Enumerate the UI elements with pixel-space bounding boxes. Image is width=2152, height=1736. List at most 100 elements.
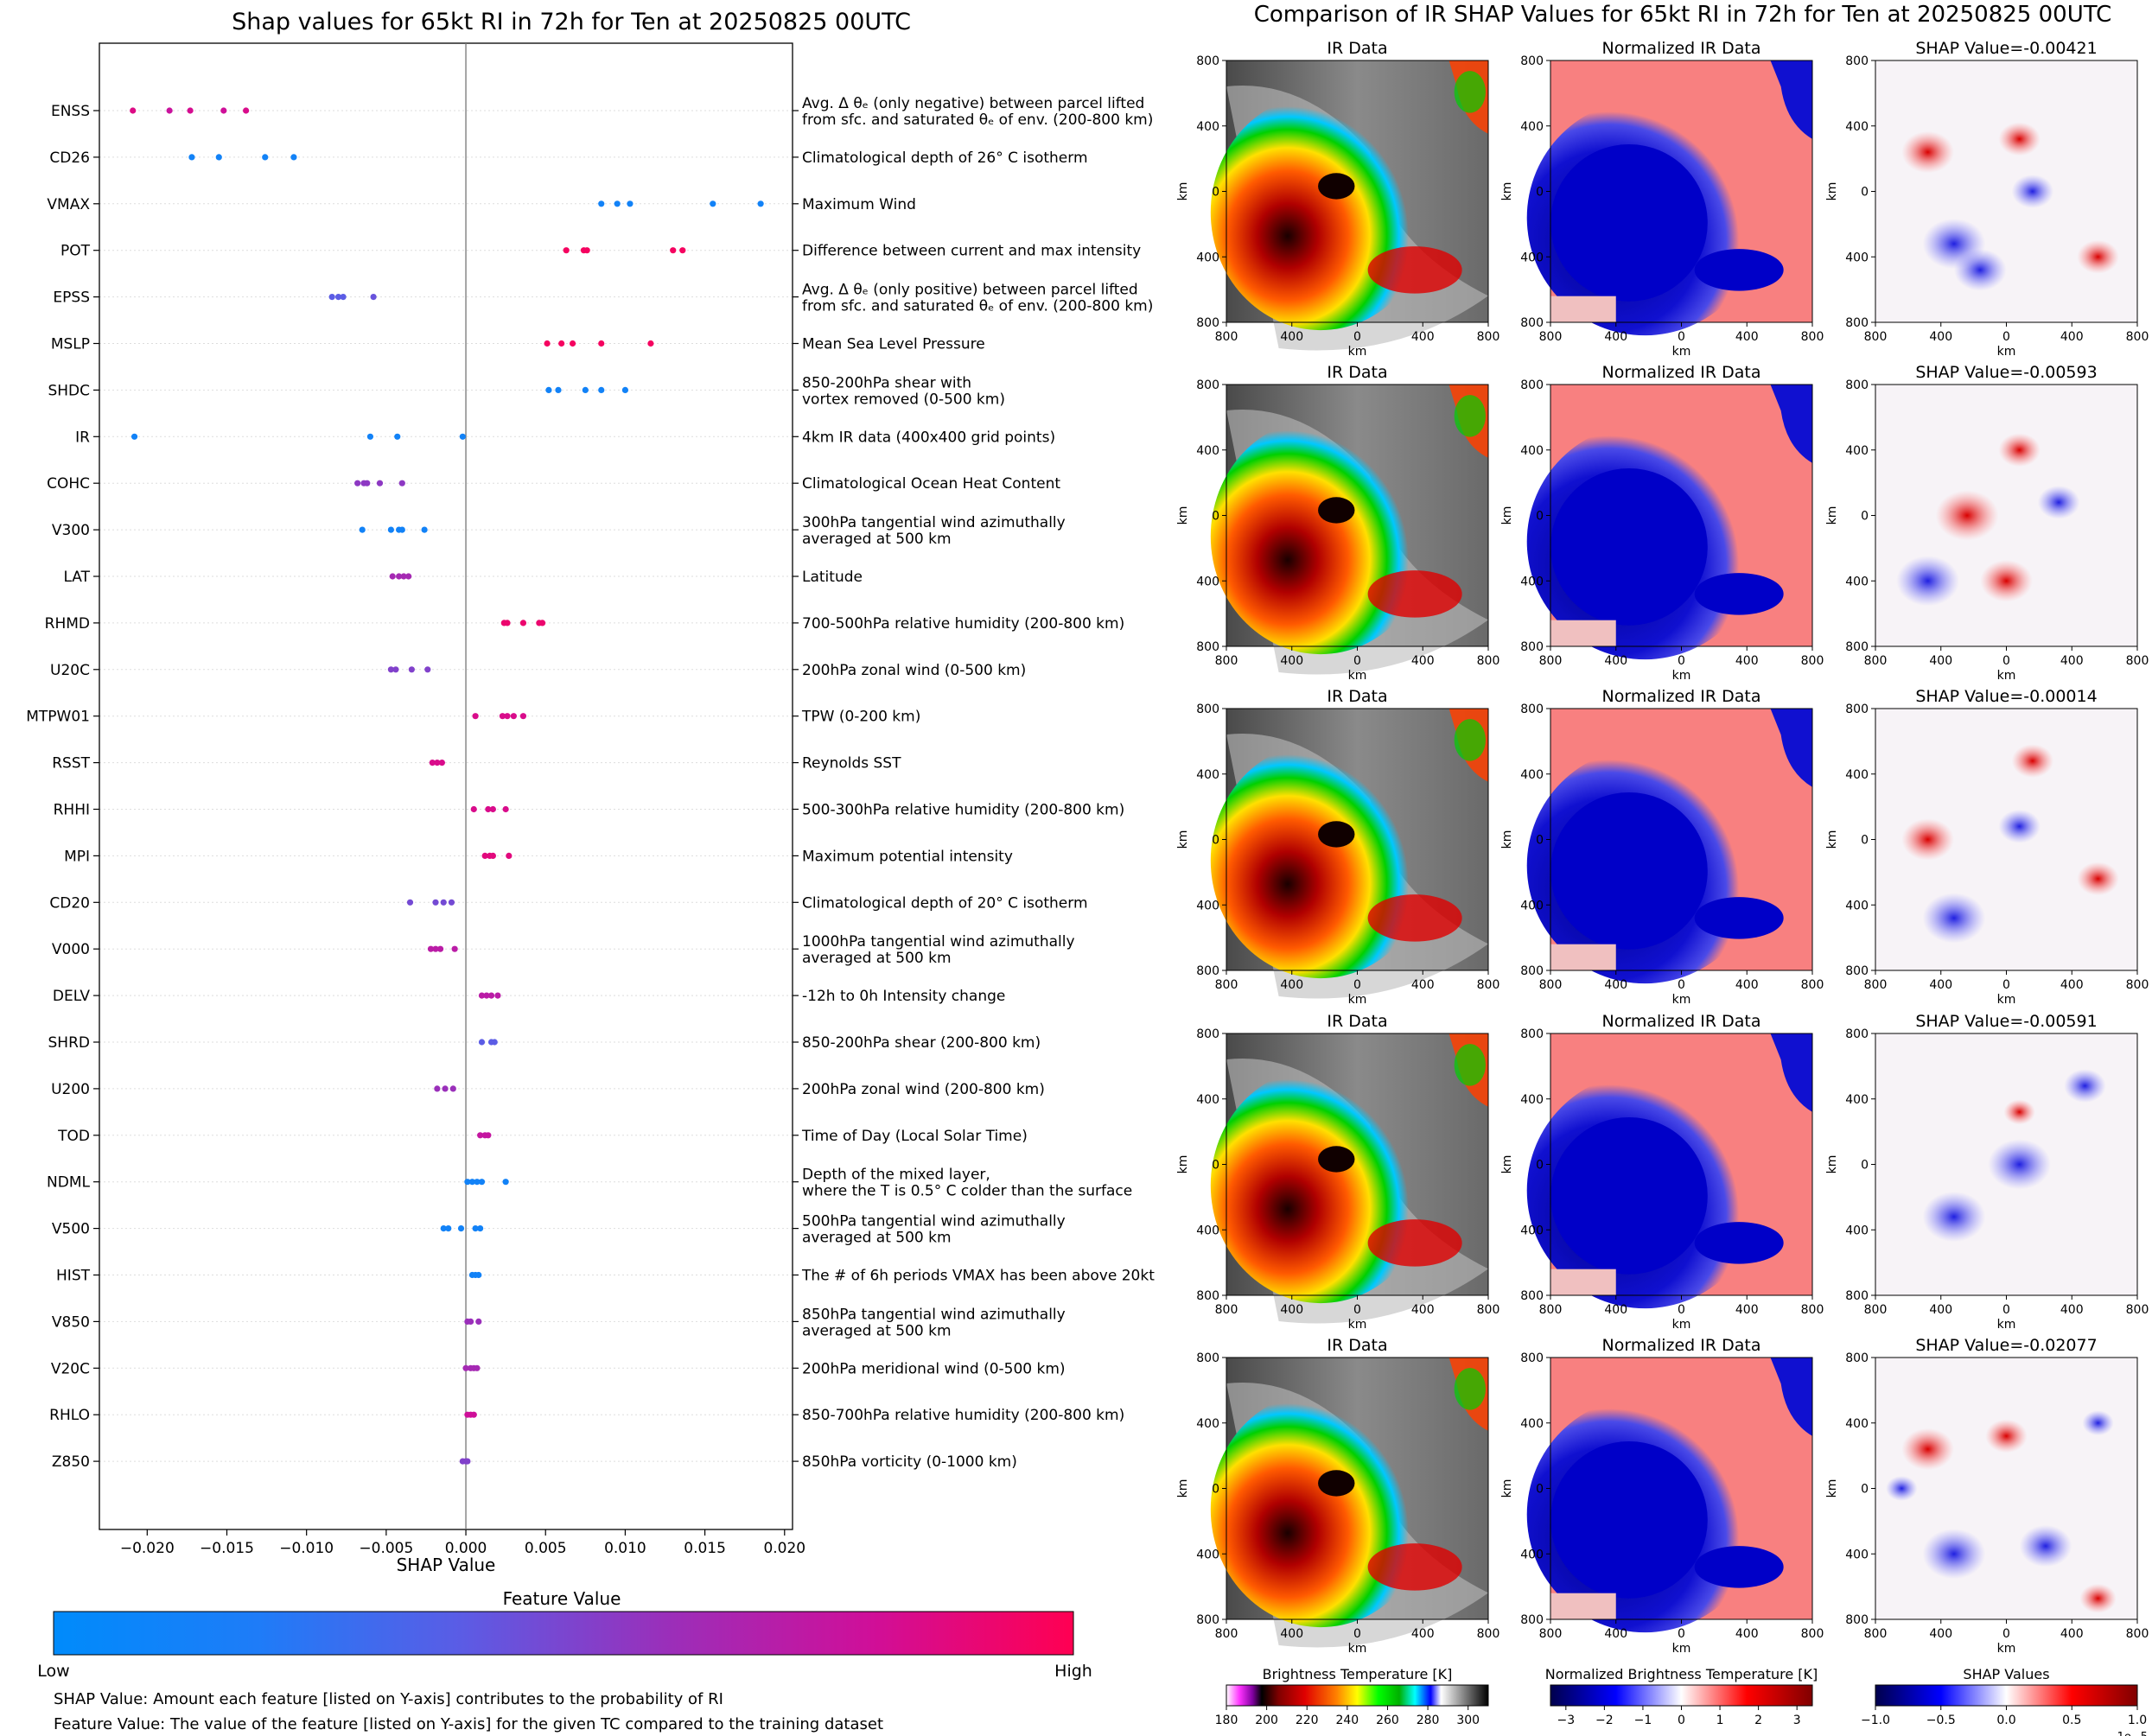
panel-x-tick-label: 800 <box>1539 1303 1563 1317</box>
panel-x-tick-label: 0 <box>1678 330 1685 344</box>
shap-positive-region <box>1901 130 1954 174</box>
shap-chart-title: Shap values for 65kt RI in 72h for Ten a… <box>232 9 911 35</box>
panel-y-axis-label: km <box>1825 1155 1839 1174</box>
shap-point-mtpw01 <box>499 713 506 720</box>
colorbar-title: Feature Value <box>503 1588 621 1609</box>
shap-point-delv <box>494 992 501 999</box>
panel-y-tick-label: 400 <box>1845 575 1869 588</box>
feature-desc-mtpw01: TPW (0-200 km) <box>801 709 920 726</box>
shap-point-u20c <box>424 666 431 673</box>
ir-band <box>1367 894 1462 942</box>
panel-x-tick-label: 0 <box>2002 654 2010 668</box>
colorbar-tick-label: 2 <box>1754 1714 1762 1727</box>
panel-x-axis-label: km <box>1997 1318 2016 1332</box>
shap-point-rhhi <box>470 805 477 813</box>
ir-storm-core <box>1210 418 1431 655</box>
x-tick-label: −0.005 <box>359 1540 413 1557</box>
feature-value-colorbar <box>53 1611 1074 1656</box>
shap-point-shdc <box>545 386 552 393</box>
shap-point-pot <box>583 247 590 254</box>
feature-desc-rsst: Reynolds SST <box>802 755 901 773</box>
panel-y-axis-label: km <box>1825 506 1839 525</box>
colorbar-2 <box>1550 1684 1813 1707</box>
ir-panel-r3-c2: Normalized IR Data8008004004000040040080… <box>1500 687 1824 1007</box>
shap-point-rhhi <box>502 805 509 813</box>
ir-storm-core <box>1210 94 1431 331</box>
panel-title-shap: SHAP Value=-0.00593 <box>1915 363 2097 382</box>
shap-point-cd20 <box>440 899 447 906</box>
panel-y-tick-label: 800 <box>1196 1613 1219 1627</box>
feature-desc-v850: averaged at 500 km <box>802 1322 952 1339</box>
panel-y-tick-label: 800 <box>1196 1351 1219 1365</box>
panel-y-axis-label: km <box>1500 506 1514 525</box>
colorbar-tick-label: 200 <box>1255 1714 1278 1727</box>
panel-x-tick-label: 0 <box>2002 1627 2010 1641</box>
shap-background <box>1875 1358 2137 1619</box>
norm-sw-warm <box>1550 620 1616 646</box>
panel-x-tick-label: 800 <box>1477 1303 1500 1317</box>
panel-y-axis-label: km <box>1825 1479 1839 1498</box>
ir-panel-r4-c2: Normalized IR Data8008004004000040040080… <box>1500 1012 1824 1332</box>
shap-point-cd26 <box>215 154 222 161</box>
shap-point-cohc <box>376 480 384 486</box>
colorbar-tick-label: 180 <box>1215 1714 1238 1727</box>
panel-title-shap: SHAP Value=-0.00014 <box>1915 687 2097 706</box>
shap-point-mpi <box>489 852 496 860</box>
shap-point-cohc <box>354 480 361 486</box>
panel-x-tick-label: 400 <box>1280 978 1303 992</box>
panel-x-tick-label: 400 <box>1929 1627 1952 1641</box>
panel-x-axis-label: km <box>1672 669 1691 683</box>
feature-code-vmax: VMAX <box>47 196 90 213</box>
shap-background <box>1875 60 2137 322</box>
row-grid-lines <box>99 110 793 1462</box>
shap-point-mtpw01 <box>519 713 527 720</box>
shap-point-vmax <box>598 200 605 207</box>
panel-title-ir: IR Data <box>1327 1336 1387 1355</box>
panel-x-tick-label: 400 <box>1604 330 1627 344</box>
panel-x-tick-label: 400 <box>1929 978 1952 992</box>
ir-ne-cells-green <box>1454 719 1486 761</box>
note-shap-value: SHAP Value: Amount each feature [listed … <box>54 1690 723 1708</box>
panel-y-tick-label: 400 <box>1845 899 1869 913</box>
feature-code-epss: EPSS <box>53 289 90 307</box>
norm-core <box>1550 792 1708 950</box>
panel-x-tick-label: 400 <box>1280 1303 1303 1317</box>
panel-y-tick-label: 800 <box>1520 964 1544 978</box>
norm-ne-cells <box>1770 385 1812 463</box>
shap-point-u200 <box>449 1085 456 1092</box>
shap-background <box>1875 385 2137 646</box>
shap-negative-region <box>2019 1524 2072 1567</box>
shap-point-ir <box>131 433 138 440</box>
panel-y-tick-label: 800 <box>1196 703 1219 716</box>
feature-desc-epss: from sfc. and saturated θₑ of env. (200-… <box>802 298 1153 315</box>
panel-y-tick-label: 800 <box>1196 1027 1219 1041</box>
feature-code-v300: V300 <box>52 522 90 539</box>
panel-y-tick-label: 800 <box>1845 1351 1869 1365</box>
panel-y-tick-label: 800 <box>1845 640 1869 654</box>
panel-x-tick-label: 400 <box>1929 654 1952 668</box>
panel-y-tick-label: 400 <box>1520 1224 1544 1237</box>
norm-core <box>1550 143 1708 302</box>
feature-code-hist: HIST <box>56 1268 91 1285</box>
colorbar-label: SHAP Values <box>1963 1666 2049 1682</box>
panel-x-axis-label: km <box>1997 1642 2016 1656</box>
x-axis-ticks: −0.020 −0.015 −0.010 −0.005 0.000 0.005 0.010 0… <box>120 1529 805 1557</box>
shap-point-z850 <box>464 1458 471 1465</box>
panel-title-shap: SHAP Value=-0.00421 <box>1915 39 2097 58</box>
panel-x-tick-label: 800 <box>1801 1627 1824 1641</box>
feature-code-mpi: MPI <box>64 848 90 865</box>
shap-point-u200 <box>434 1085 441 1092</box>
shap-point-enss <box>130 107 137 114</box>
panel-x-tick-label: 800 <box>1801 330 1824 344</box>
norm-ne-cells <box>1770 1033 1812 1112</box>
shap-point-u200 <box>442 1085 449 1092</box>
colorbar-tick-label: 1.0 <box>2128 1714 2147 1727</box>
norm-sw-warm <box>1550 944 1616 970</box>
panel-y-tick-label: 800 <box>1845 316 1869 330</box>
note-feature-value: Feature Value: The value of the feature … <box>54 1715 883 1733</box>
panel-y-tick-label: 800 <box>1520 316 1544 330</box>
panel-x-axis-label: km <box>1672 345 1691 359</box>
